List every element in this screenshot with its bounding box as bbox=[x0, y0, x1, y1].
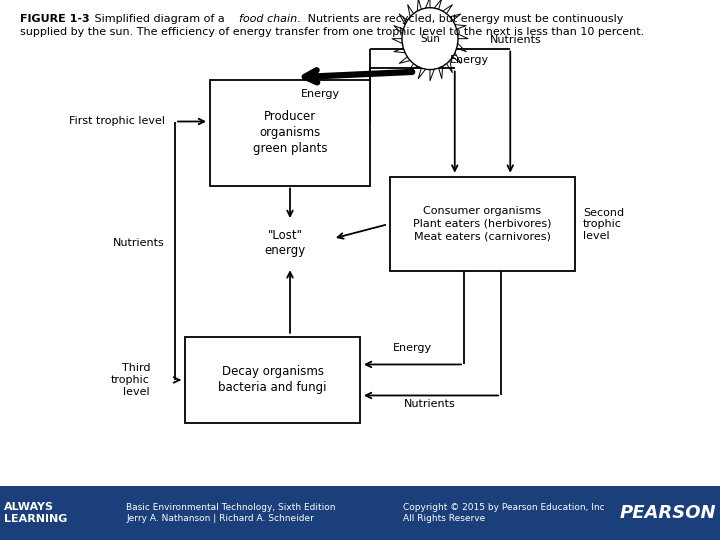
Text: food chain: food chain bbox=[239, 14, 297, 24]
Text: Nutrients: Nutrients bbox=[404, 399, 456, 409]
Text: Decay organisms
bacteria and fungi: Decay organisms bacteria and fungi bbox=[218, 366, 327, 394]
Bar bbox=[390, 177, 575, 271]
Circle shape bbox=[402, 8, 458, 70]
Text: Basic Environmental Technology, Sixth Edition
Jerry A. Nathanson | Richard A. Sc: Basic Environmental Technology, Sixth Ed… bbox=[126, 503, 336, 523]
Text: ALWAYS
LEARNING: ALWAYS LEARNING bbox=[4, 502, 67, 524]
Bar bbox=[210, 79, 370, 186]
Text: PEARSON: PEARSON bbox=[619, 504, 716, 522]
Bar bbox=[185, 337, 360, 423]
Text: Energy: Energy bbox=[300, 89, 340, 99]
Text: Nutrients: Nutrients bbox=[490, 35, 542, 45]
Text: "Lost"
energy: "Lost" energy bbox=[264, 229, 305, 257]
Text: Consumer organisms
Plant eaters (herbivores)
Meat eaters (carnivores): Consumer organisms Plant eaters (herbivo… bbox=[413, 206, 552, 241]
Text: Copyright © 2015 by Pearson Education, Inc
All Rights Reserve: Copyright © 2015 by Pearson Education, I… bbox=[403, 503, 605, 523]
Text: Third
trophic
level: Third trophic level bbox=[111, 363, 150, 396]
Text: Energy: Energy bbox=[392, 343, 431, 353]
Text: Simplified diagram of a: Simplified diagram of a bbox=[84, 14, 228, 24]
Text: .  Nutrients are recycled, but energy must be continuously: . Nutrients are recycled, but energy mus… bbox=[297, 14, 623, 24]
Text: Producer
organisms
green plants: Producer organisms green plants bbox=[253, 110, 328, 155]
Text: Sun: Sun bbox=[420, 33, 440, 44]
Text: First trophic level: First trophic level bbox=[69, 117, 165, 126]
Text: Energy: Energy bbox=[450, 55, 489, 65]
Text: FIGURE 1-3: FIGURE 1-3 bbox=[20, 14, 90, 24]
Text: Second
trophic
level: Second trophic level bbox=[583, 207, 624, 241]
Text: supplied by the sun. The efficiency of energy transfer from one trophic level to: supplied by the sun. The efficiency of e… bbox=[20, 27, 644, 37]
Text: Nutrients: Nutrients bbox=[113, 238, 165, 248]
